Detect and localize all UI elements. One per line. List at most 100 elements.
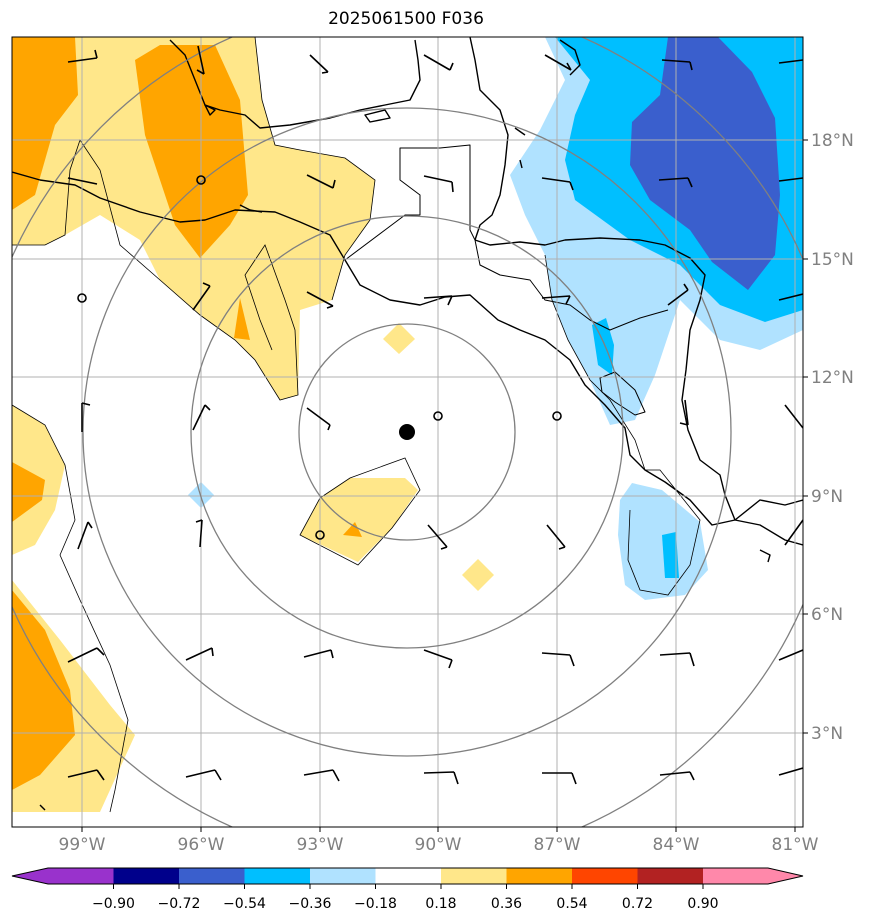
latitude-labels: 18°N 15°N 12°N 9°N 6°N 3°N [811,131,854,744]
wind-barb [77,521,93,550]
colorbar: −0.90 −0.72 −0.54 −0.36 −0.18 0.18 0.36 … [11,867,804,912]
negative-anomaly-field-east [592,318,614,375]
longitude-label: 93°W [297,835,344,855]
strong-positive-anomaly-west-middle [12,462,45,522]
wind-barb [661,59,693,71]
calm-wind-circle [552,411,562,421]
island-fragment-3 [239,204,263,213]
coastline-panama [734,499,803,521]
latitude-label: 3°N [811,724,843,744]
wind-barb [185,647,214,661]
colorbar-tick-label: −0.72 [158,896,201,912]
colorbar-tick-label: 0.36 [491,896,522,912]
positive-anomaly-diamond-north [383,323,415,354]
range-ring-2 [190,215,624,649]
wind-barb [423,771,459,785]
map-title: 2025061500 F036 [328,9,484,29]
wind-barb [784,404,803,429]
colorbar-tick-label: −0.90 [92,896,135,912]
colorbar-tick-label: −0.54 [223,896,266,912]
wind-barb [778,649,803,661]
strong-positive-anomaly-sliver [234,298,250,340]
wind-barb [423,295,453,306]
calm-wind-circle [315,530,325,540]
wind-barb [778,177,803,182]
positive-anomaly-field-central [300,478,418,562]
wind-barb [192,404,211,431]
wind-barb [303,649,334,659]
wind-barb [185,769,222,781]
lake-nicaragua [599,371,646,416]
latitude-label: 6°N [811,605,843,625]
coastline-gulf [169,39,421,129]
longitude-labels: 99°W 96°W 93°W 90°W 87°W 84°W 81°W [59,835,819,855]
latitude-label: 18°N [811,131,854,151]
contour-lines [12,37,701,813]
colorbar-bin [244,868,310,884]
wind-barb [423,175,454,193]
latitude-label: 12°N [811,368,854,388]
longitude-label: 96°W [178,835,225,855]
colorbar-tick-label: 0.54 [556,896,587,912]
colorbar-bin [506,868,572,884]
coastline-caribbean [474,237,736,521]
longitude-label: 84°W [653,835,700,855]
wind-barb [195,519,203,548]
colorbar-bin [310,868,376,884]
island-fragment-6 [759,549,771,563]
longitude-label: 99°W [59,835,106,855]
wind-barb [541,295,571,305]
colorbar-bin [48,868,114,884]
wind-barb [423,649,453,669]
wind-barb [67,769,105,781]
border-guatemala [344,144,476,261]
calm-wind-circle [77,293,87,303]
island-fragment-5 [514,127,526,136]
wind-barb [423,54,454,71]
colorbar-tick-label: −0.18 [354,896,397,912]
wind-barb [309,54,329,74]
range-ring-3 [82,107,732,757]
wind-barb [659,652,695,667]
wind-barb [196,45,205,75]
wind-barb [192,282,211,311]
storm-center-marker [399,424,415,440]
coastline-mexico-north [12,171,803,546]
wind-barb [306,407,331,431]
colorbar-bin [572,868,638,884]
wind-barb [778,767,803,776]
wind-barb [81,402,91,432]
island-fragment-4 [519,159,523,169]
wind-barb [542,772,577,785]
wind-barb [303,769,340,782]
wind-barb [659,771,695,781]
colorbar-tick-label: 0.18 [425,896,456,912]
wind-barb [67,177,98,185]
wind-barb [679,399,689,426]
wind-barb [546,524,566,550]
colorbar-bin [179,868,245,884]
colorbar-outline [11,867,804,885]
range-ring-1 [298,323,516,541]
wind-barbs [67,45,803,785]
colorbar-tick-label: −0.36 [289,896,332,912]
island-fragment-7 [39,804,46,811]
colorbar-extend-min [12,868,48,884]
longitude-label: 90°W [415,835,462,855]
colorbar-extend-max [768,868,803,884]
strong-negative-anomaly-field-northeast [630,37,780,290]
colorbar-bin [113,868,179,884]
wind-barb [778,293,803,301]
colorbar-tick-label: 0.90 [687,896,718,912]
range-rings [12,37,803,827]
wind-barb [67,647,105,663]
negative-anomaly-field-southeast-core [662,532,679,578]
calm-wind-markers [77,175,562,540]
wind-barb [306,291,334,309]
wind-barb [544,54,572,71]
latitude-label: 9°N [811,487,843,507]
wind-barb [784,519,803,546]
positive-anomaly-diamond-south [462,559,494,591]
axis-ticks [81,139,808,832]
